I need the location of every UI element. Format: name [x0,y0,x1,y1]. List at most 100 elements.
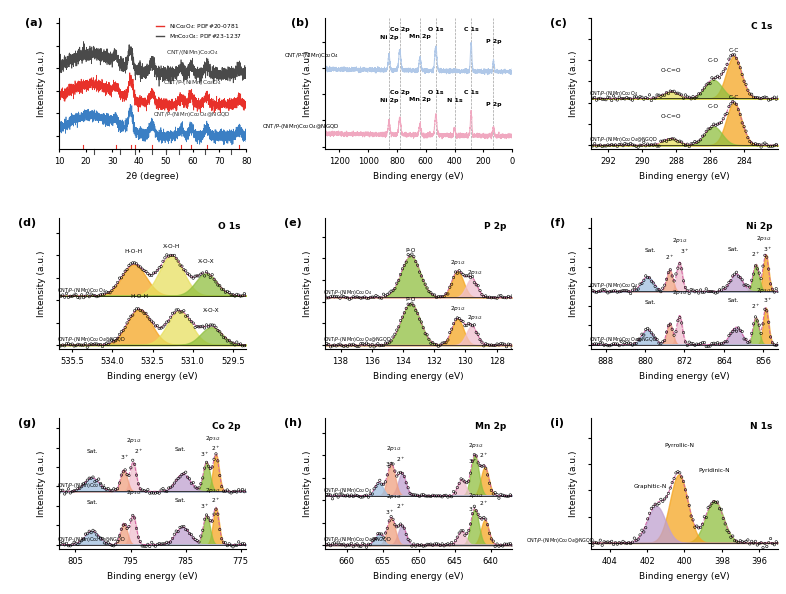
Point [479,339,492,349]
Point [53,488,65,498]
Point [140,486,152,496]
Point [596,339,608,348]
Point [721,109,733,118]
Point [617,94,630,103]
Point [70,341,83,350]
Point [54,486,67,495]
Point [666,87,678,96]
Point [710,121,722,130]
Text: H-O-H: H-O-H [125,249,143,254]
Point [726,50,739,59]
Text: X-O-H: X-O-H [163,244,180,249]
Point [70,539,83,548]
Point [696,86,709,95]
Point [341,540,354,549]
Point [400,304,413,313]
Point [362,294,375,304]
Point [423,287,435,296]
Point [651,141,663,151]
Point [768,141,780,150]
Point [341,490,354,500]
Point [379,477,391,486]
Point [400,530,413,539]
Point [726,97,739,106]
Point [364,293,376,302]
Point [434,292,446,302]
Point [590,141,603,151]
Point [211,326,224,335]
Point [455,474,468,484]
Point [691,138,703,147]
Point [54,292,67,301]
Point [234,540,247,549]
Point [211,510,224,519]
Point [166,481,178,491]
Point [687,285,700,295]
Point [134,263,146,272]
Point [655,137,667,146]
Point [200,320,213,330]
Point [479,463,492,473]
Point [719,283,732,293]
Point [643,326,656,335]
Point [594,140,607,150]
Point [89,291,101,301]
Point [178,522,190,531]
Point [64,340,76,349]
Point [362,340,375,349]
Point [744,89,756,99]
Point [489,293,501,302]
Point [113,273,126,283]
Point [649,282,662,291]
Point [170,475,182,485]
Point [500,539,512,549]
Point [206,516,219,526]
Point [604,287,616,296]
Point [609,140,622,150]
Point [500,342,512,352]
Point [238,487,251,497]
Point [134,484,146,494]
Point [481,520,494,529]
Text: CNT/P-(NiMn)Co$_2$O$_4$@NGQD: CNT/P-(NiMn)Co$_2$O$_4$@NGQD [323,335,392,345]
Point [130,470,143,480]
Point [175,307,188,317]
Point [706,498,718,508]
Point [732,538,744,547]
Point [396,469,409,478]
Point [191,484,204,493]
Y-axis label: Intensity (a.u.): Intensity (a.u.) [568,251,578,317]
Text: Sat.: Sat. [645,300,656,305]
Point [236,341,248,350]
Point [604,341,616,350]
Point [674,137,686,146]
Point [411,309,424,318]
Point [755,94,767,103]
Point [410,490,422,500]
Text: Pyrrollic-N: Pyrrollic-N [664,443,694,448]
Point [749,139,762,148]
Point [458,271,471,280]
Point [147,268,160,278]
Point [738,538,751,547]
Point [764,279,777,289]
Point [206,462,219,472]
Point [417,323,430,333]
Point [83,340,96,349]
Point [164,482,177,492]
Point [240,485,252,495]
Point [466,321,479,330]
Point [698,83,711,93]
Point [494,541,507,550]
Point [233,290,245,300]
Point [674,313,686,323]
Point [706,73,718,83]
Point [458,530,471,540]
Point [376,293,388,303]
Point [453,314,465,323]
Point [596,541,608,550]
Point [94,290,107,299]
Point [322,539,335,549]
Point [741,133,754,143]
Point [586,541,599,550]
